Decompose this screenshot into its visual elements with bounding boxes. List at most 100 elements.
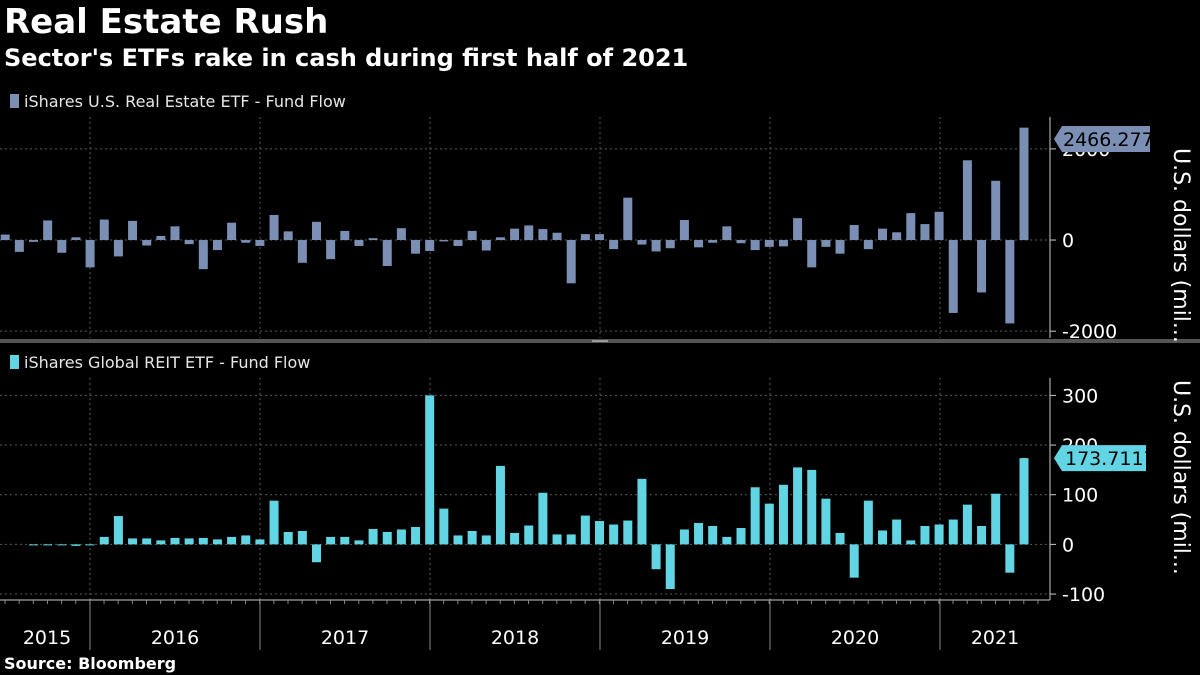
y-tick-label: 0 xyxy=(1062,230,1074,252)
bar xyxy=(312,221,321,241)
legend-swatch-bottom xyxy=(10,355,19,369)
bar xyxy=(439,240,449,242)
bar xyxy=(43,544,53,546)
bar xyxy=(1019,127,1029,241)
bar xyxy=(764,503,774,545)
bar xyxy=(411,526,421,545)
bar xyxy=(764,240,774,247)
bar xyxy=(0,234,10,241)
bar xyxy=(212,240,222,251)
bar xyxy=(481,535,491,545)
bar xyxy=(269,214,279,241)
bar xyxy=(43,220,53,241)
bar xyxy=(920,224,930,241)
bar xyxy=(269,500,279,545)
bar xyxy=(892,232,902,241)
bar xyxy=(948,519,958,545)
bar xyxy=(736,240,746,244)
bar xyxy=(609,240,619,250)
panel-divider-grip[interactable] xyxy=(592,340,608,342)
bar xyxy=(835,532,845,545)
bar xyxy=(708,526,718,545)
bar xyxy=(651,544,661,570)
bar xyxy=(580,515,590,545)
legend-label-top: iShares U.S. Real Estate ETF - Fund Flow xyxy=(24,92,346,111)
bar xyxy=(849,544,859,578)
bar xyxy=(538,492,548,545)
x-year-label: 2020 xyxy=(831,627,879,649)
bar xyxy=(934,211,944,241)
last-value-callout-bottom: 173.7117 xyxy=(1054,445,1156,472)
x-year-label: 2019 xyxy=(661,627,709,649)
bar xyxy=(142,240,152,246)
bar xyxy=(326,240,336,260)
bar xyxy=(368,528,378,545)
bar xyxy=(665,544,675,590)
bar xyxy=(453,535,463,545)
bar xyxy=(227,222,237,241)
bar xyxy=(538,229,548,241)
bar xyxy=(411,240,421,254)
bar xyxy=(212,539,222,545)
legend-swatch-top xyxy=(10,94,19,108)
bar xyxy=(863,500,873,545)
bar xyxy=(481,240,491,251)
bar xyxy=(821,240,831,247)
bar xyxy=(679,219,689,241)
bar xyxy=(354,540,364,545)
bar xyxy=(510,532,520,545)
last-value-label-top: 2466.2773 xyxy=(1063,129,1166,151)
bar xyxy=(184,240,194,245)
x-year-label: 2021 xyxy=(971,627,1019,649)
bar xyxy=(85,544,95,546)
bar xyxy=(807,469,817,545)
bar xyxy=(425,395,435,545)
bar xyxy=(906,213,916,241)
bar xyxy=(694,240,704,248)
bar xyxy=(694,523,704,545)
x-year-label: 2018 xyxy=(491,627,539,649)
bar xyxy=(920,526,930,545)
bar xyxy=(467,230,477,241)
bar xyxy=(991,493,1001,545)
bar xyxy=(807,240,817,268)
bar xyxy=(156,540,166,545)
chart-title: Real Estate Rush xyxy=(4,2,329,42)
y-tick-label: -100 xyxy=(1062,584,1105,606)
bar xyxy=(1019,458,1029,545)
bar xyxy=(878,228,887,241)
bar xyxy=(665,240,675,249)
bar xyxy=(57,544,67,546)
bar xyxy=(793,467,803,545)
bar xyxy=(29,544,38,546)
top-panel: -200002000 xyxy=(0,117,1117,343)
bar xyxy=(793,218,803,241)
bar xyxy=(354,240,364,246)
bar xyxy=(382,240,392,267)
bar xyxy=(495,465,505,545)
bar xyxy=(991,180,1001,241)
bar xyxy=(736,527,746,545)
bar xyxy=(821,498,831,545)
bar xyxy=(255,240,265,246)
bar xyxy=(368,238,378,241)
bar xyxy=(609,524,619,545)
bar xyxy=(128,220,138,241)
bottom-panel: -1000100200300 xyxy=(0,378,1105,606)
bar xyxy=(637,240,647,245)
bar xyxy=(453,240,463,246)
bar xyxy=(255,539,265,545)
source-note: Source: Bloomberg xyxy=(4,654,177,673)
bar xyxy=(340,230,350,241)
bar xyxy=(863,240,873,250)
bar xyxy=(835,240,845,254)
bar xyxy=(623,197,633,241)
bar xyxy=(552,534,562,545)
bar xyxy=(184,538,194,545)
x-axis: 2015 2016 2017 2018 2019 2020 2021 xyxy=(0,599,1050,650)
bar xyxy=(892,519,902,545)
bar xyxy=(778,484,788,545)
x-year-label: 2015 xyxy=(23,627,71,649)
bar xyxy=(170,537,180,545)
